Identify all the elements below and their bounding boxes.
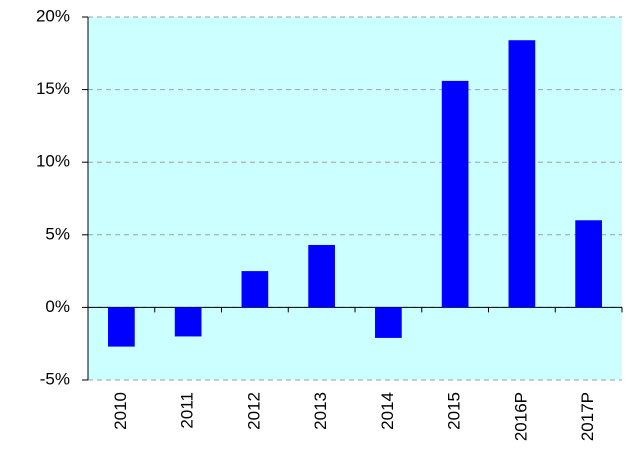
- bar: [375, 307, 402, 338]
- x-tick-label: 2014: [378, 392, 397, 430]
- bar: [508, 40, 536, 308]
- x-tick-label: 2011: [178, 392, 197, 429]
- bar: [575, 220, 602, 308]
- bar: [174, 307, 202, 337]
- bar: [308, 244, 335, 308]
- plot-area: [88, 17, 622, 380]
- x-tick-label: 2015: [445, 392, 464, 430]
- y-tick-label: -5%: [40, 369, 70, 388]
- x-tick-label: 2016P: [511, 392, 530, 441]
- x-tick-label: 2017P: [578, 392, 597, 441]
- y-tick-label: 20%: [36, 6, 70, 25]
- bar: [441, 80, 469, 308]
- y-tick-label: 0%: [45, 297, 70, 316]
- y-tick-label: 5%: [45, 224, 70, 243]
- y-tick-label: 10%: [36, 152, 70, 171]
- x-tick-label: 2010: [111, 392, 130, 430]
- x-tick-label: 2012: [244, 392, 263, 430]
- bar: [241, 271, 269, 308]
- y-tick-label: 15%: [36, 79, 70, 98]
- x-tick-label: 2013: [311, 392, 330, 430]
- bar: [108, 307, 135, 347]
